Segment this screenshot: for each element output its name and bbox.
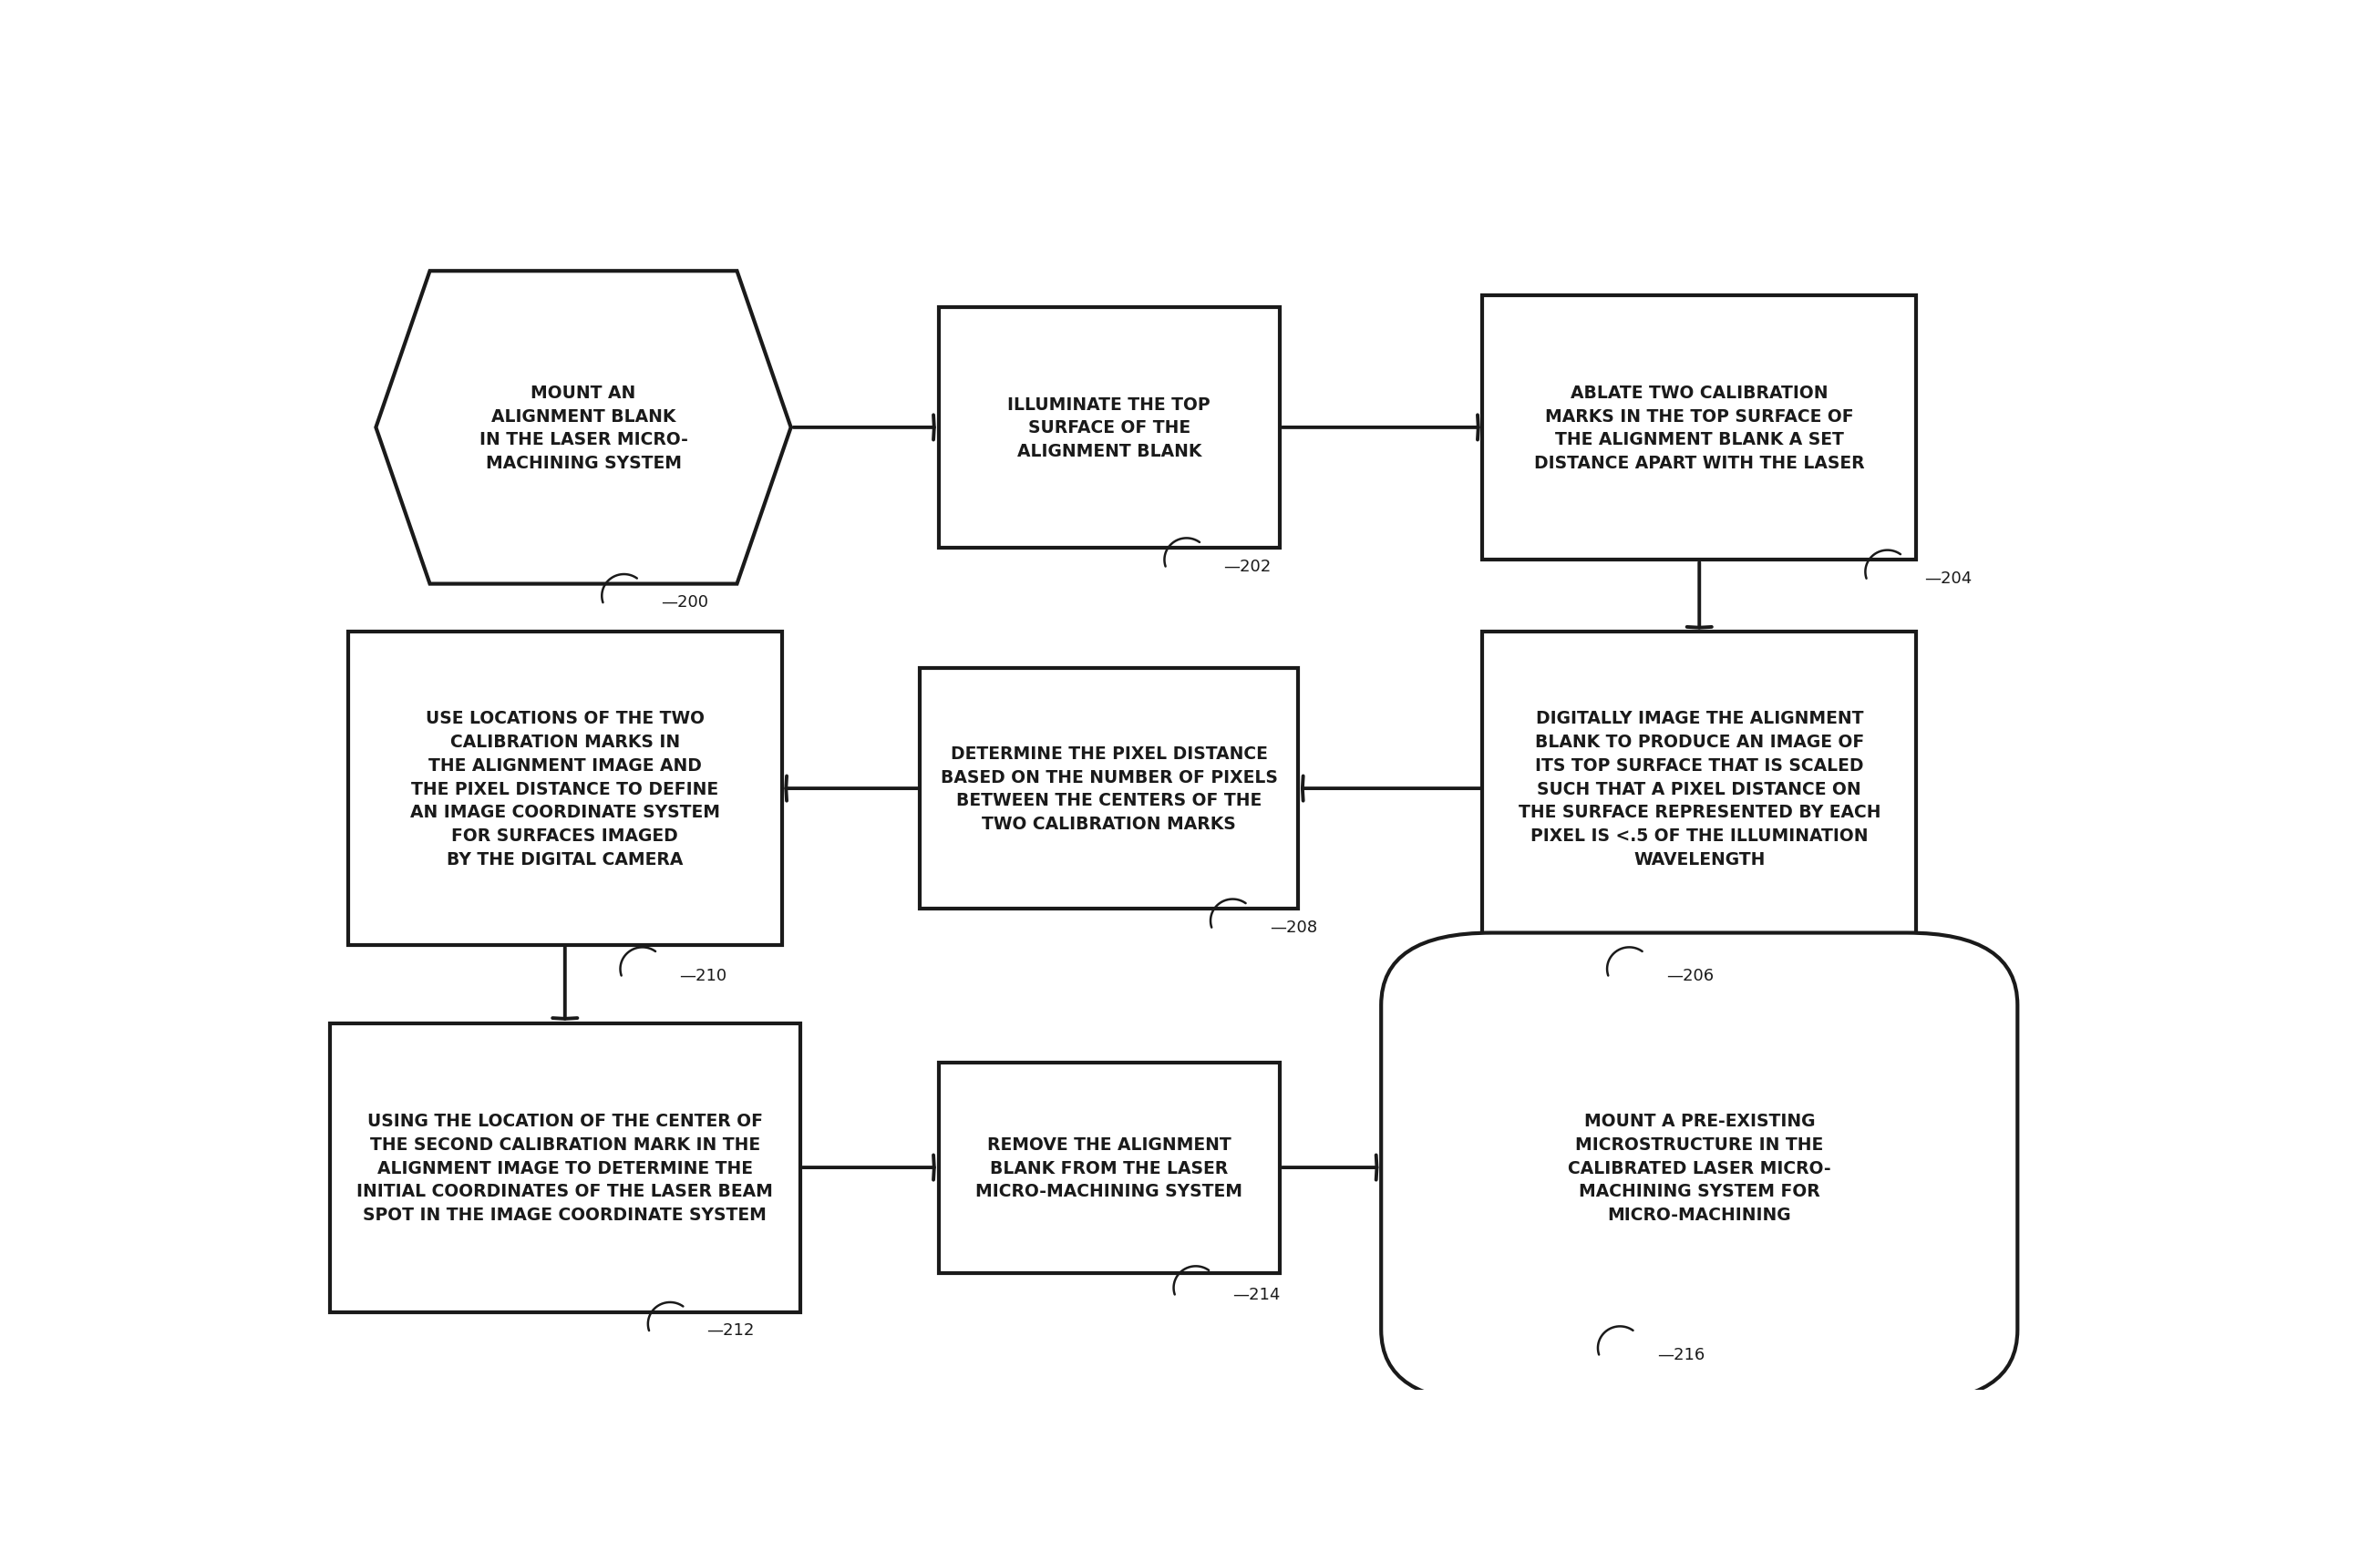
Text: ABLATE TWO CALIBRATION
MARKS IN THE TOP SURFACE OF
THE ALIGNMENT BLANK A SET
DIS: ABLATE TWO CALIBRATION MARKS IN THE TOP … xyxy=(1535,384,1864,472)
Text: —208: —208 xyxy=(1269,918,1316,936)
Text: DETERMINE THE PIXEL DISTANCE
BASED ON THE NUMBER OF PIXELS
BETWEEN THE CENTERS O: DETERMINE THE PIXEL DISTANCE BASED ON TH… xyxy=(940,745,1278,833)
Bar xyxy=(1483,295,1916,561)
Text: —200: —200 xyxy=(662,594,709,611)
Bar xyxy=(347,633,781,945)
Bar xyxy=(938,308,1280,548)
Text: —212: —212 xyxy=(707,1321,754,1339)
FancyBboxPatch shape xyxy=(1380,933,2018,1403)
Text: —206: —206 xyxy=(1666,967,1714,984)
Polygon shape xyxy=(376,272,790,584)
Bar xyxy=(938,1062,1280,1273)
Text: USE LOCATIONS OF THE TWO
CALIBRATION MARKS IN
THE ALIGNMENT IMAGE AND
THE PIXEL : USE LOCATIONS OF THE TWO CALIBRATION MAR… xyxy=(409,709,719,868)
Text: MOUNT AN
ALIGNMENT BLANK
IN THE LASER MICRO-
MACHINING SYSTEM: MOUNT AN ALIGNMENT BLANK IN THE LASER MI… xyxy=(478,384,688,472)
Text: —210: —210 xyxy=(678,967,726,984)
Bar xyxy=(921,669,1297,909)
Text: —214: —214 xyxy=(1233,1286,1280,1303)
Text: MOUNT A PRE-EXISTING
MICROSTRUCTURE IN THE
CALIBRATED LASER MICRO-
MACHINING SYS: MOUNT A PRE-EXISTING MICROSTRUCTURE IN T… xyxy=(1568,1112,1830,1223)
Text: —216: —216 xyxy=(1656,1346,1704,1362)
Text: ILLUMINATE THE TOP
SURFACE OF THE
ALIGNMENT BLANK: ILLUMINATE THE TOP SURFACE OF THE ALIGNM… xyxy=(1007,395,1211,461)
Text: USING THE LOCATION OF THE CENTER OF
THE SECOND CALIBRATION MARK IN THE
ALIGNMENT: USING THE LOCATION OF THE CENTER OF THE … xyxy=(357,1112,774,1223)
Bar xyxy=(1483,633,1916,945)
Text: —202: —202 xyxy=(1223,558,1271,575)
Text: —204: —204 xyxy=(1925,570,1973,586)
Text: DIGITALLY IMAGE THE ALIGNMENT
BLANK TO PRODUCE AN IMAGE OF
ITS TOP SURFACE THAT : DIGITALLY IMAGE THE ALIGNMENT BLANK TO P… xyxy=(1518,709,1880,868)
Bar xyxy=(331,1023,800,1312)
Text: REMOVE THE ALIGNMENT
BLANK FROM THE LASER
MICRO-MACHINING SYSTEM: REMOVE THE ALIGNMENT BLANK FROM THE LASE… xyxy=(976,1136,1242,1200)
